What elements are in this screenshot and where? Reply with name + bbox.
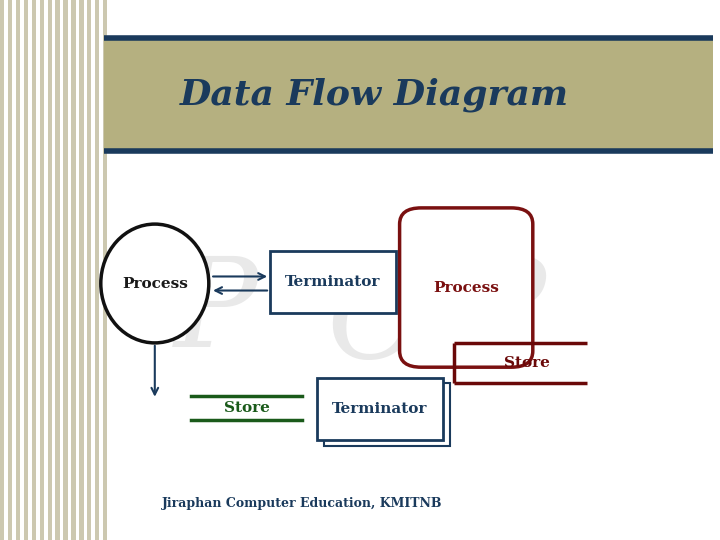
Bar — [71, 0, 76, 540]
Text: C: C — [327, 263, 422, 385]
Bar — [95, 0, 99, 540]
Bar — [40, 0, 44, 540]
Text: Terminator: Terminator — [285, 275, 381, 289]
Bar — [63, 0, 68, 540]
Bar — [104, 38, 713, 151]
Bar — [32, 0, 36, 540]
Text: Store: Store — [505, 356, 550, 370]
Bar — [87, 0, 91, 540]
Text: Process: Process — [433, 281, 499, 294]
Text: P: P — [462, 252, 546, 374]
Text: Terminator: Terminator — [332, 402, 428, 416]
Bar — [317, 378, 443, 440]
Bar — [270, 251, 396, 313]
Bar — [48, 0, 52, 540]
Bar — [8, 0, 12, 540]
Text: Store: Store — [224, 401, 269, 415]
Bar — [324, 383, 450, 446]
Bar — [0, 0, 4, 540]
Text: Data Flow Diagram: Data Flow Diagram — [180, 77, 569, 112]
Bar — [79, 0, 84, 540]
Ellipse shape — [101, 224, 209, 343]
Text: Jiraphan Computer Education, KMITNB: Jiraphan Computer Education, KMITNB — [162, 497, 443, 510]
Bar — [16, 0, 20, 540]
Bar — [55, 0, 60, 540]
Text: Process: Process — [122, 276, 188, 291]
FancyBboxPatch shape — [400, 208, 533, 367]
Bar — [103, 0, 107, 540]
Text: P: P — [174, 252, 258, 374]
Bar — [24, 0, 28, 540]
